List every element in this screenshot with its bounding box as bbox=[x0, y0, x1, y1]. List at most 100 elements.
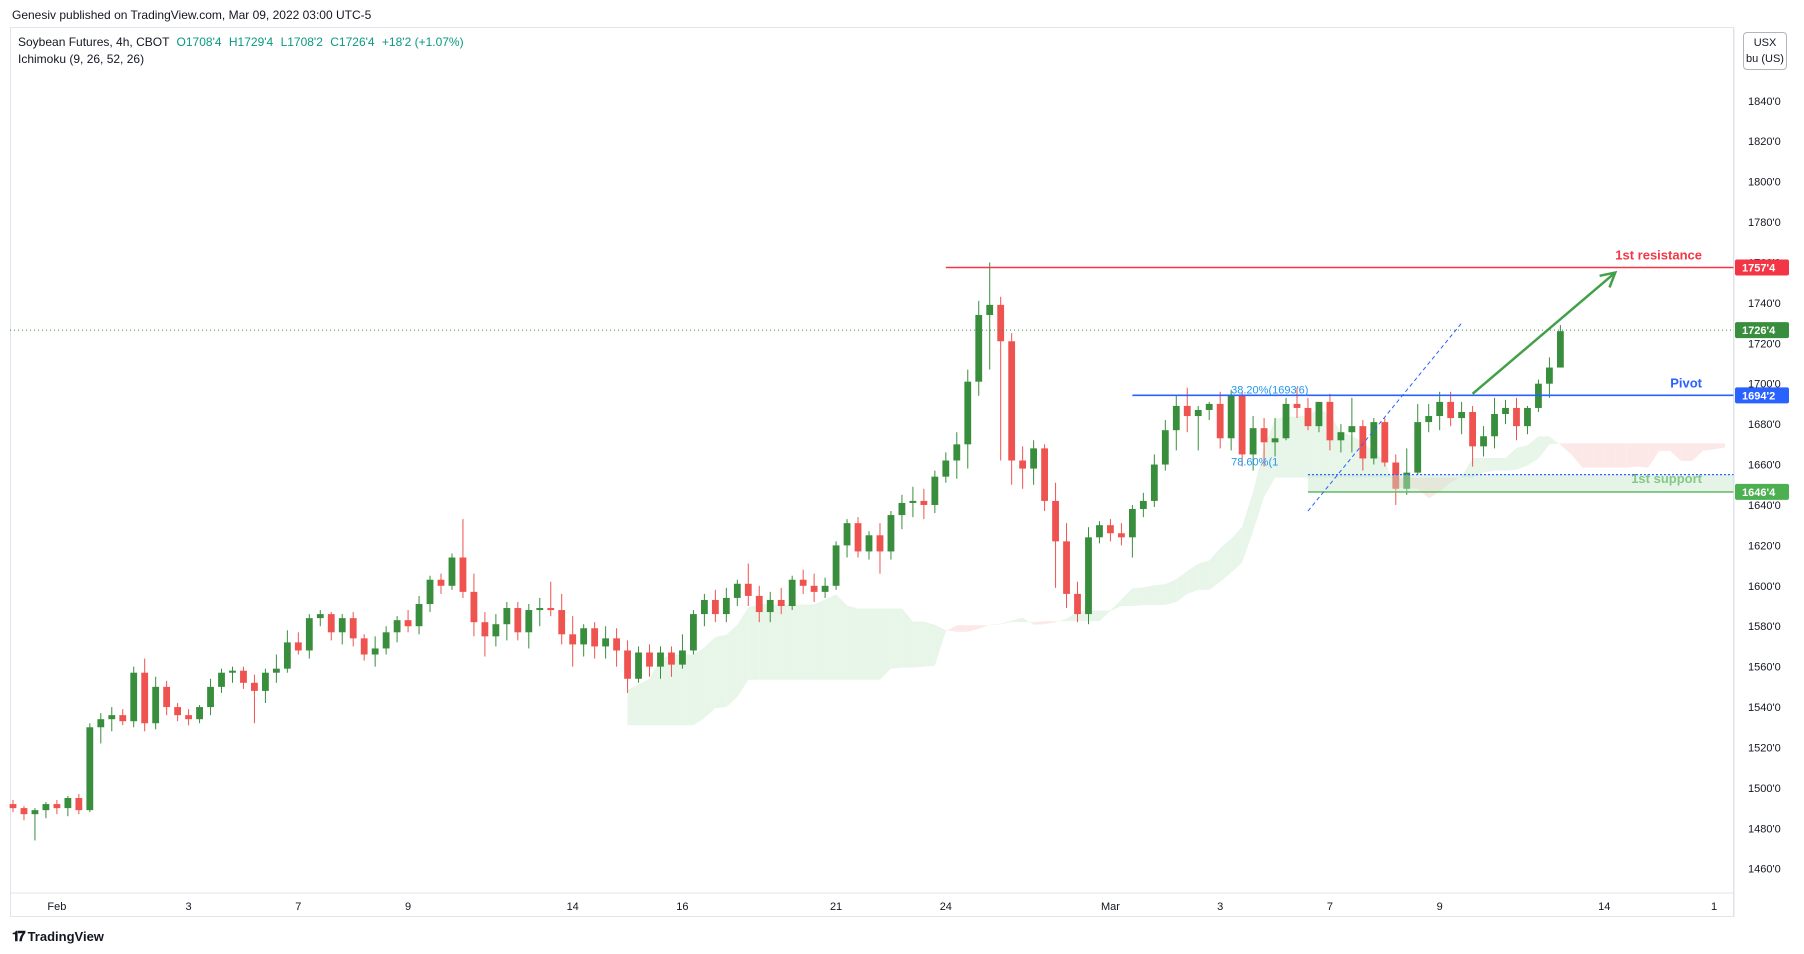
cloud-segment bbox=[869, 608, 880, 680]
candle-body bbox=[141, 672, 149, 724]
candle-body bbox=[646, 652, 653, 667]
cloud-segment bbox=[978, 624, 990, 629]
cloud-segment bbox=[814, 599, 826, 680]
candle-body bbox=[514, 608, 522, 633]
cloud-segment bbox=[989, 623, 1001, 626]
candle-body bbox=[1183, 405, 1191, 417]
candle-body bbox=[415, 603, 423, 627]
cloud-segment bbox=[682, 654, 694, 726]
cloud-segment bbox=[1703, 443, 1715, 451]
cloud-segment bbox=[1209, 548, 1221, 590]
candle-body bbox=[635, 652, 642, 679]
price-tag-1st-resistance-bg bbox=[1735, 259, 1789, 276]
candle-body bbox=[1414, 422, 1422, 473]
cloud-segment bbox=[1549, 436, 1561, 445]
cloud-segment bbox=[1615, 443, 1627, 468]
candle-body bbox=[624, 650, 631, 679]
cloud-segment bbox=[1714, 443, 1725, 450]
candle-body bbox=[1458, 411, 1466, 419]
candle-body bbox=[1052, 500, 1059, 542]
cloud-segment bbox=[1659, 443, 1671, 451]
candle-body bbox=[1063, 541, 1070, 594]
candle-body bbox=[108, 715, 116, 720]
candle-body bbox=[1074, 593, 1081, 615]
candle-body bbox=[229, 670, 236, 673]
candle-body bbox=[1392, 462, 1400, 489]
cloud-segment bbox=[671, 654, 683, 726]
candle-body bbox=[1425, 416, 1433, 423]
candle-body bbox=[810, 585, 818, 592]
candle-body bbox=[492, 624, 500, 637]
time-tick-label: 9 bbox=[1437, 901, 1443, 913]
candle-body bbox=[1107, 525, 1114, 534]
candle-body bbox=[196, 707, 203, 720]
price-tick-label: 1520'0 bbox=[1748, 742, 1781, 754]
candle-body bbox=[821, 585, 829, 592]
candle-body bbox=[679, 650, 686, 665]
candle-body bbox=[283, 642, 291, 669]
candle-body bbox=[459, 557, 467, 592]
cloud-segment bbox=[660, 654, 672, 726]
cloud-segment bbox=[770, 604, 782, 680]
publisher-line: Genesiv published on TradingView.com, Ma… bbox=[12, 8, 372, 22]
candle-body bbox=[185, 715, 192, 720]
time-tick-label: 7 bbox=[1327, 901, 1333, 913]
unit-selector[interactable]: USX bu (US) bbox=[1743, 32, 1787, 70]
cloud-segment bbox=[1648, 443, 1660, 468]
legend-symbol: Soybean Futures, 4h, CBOT bbox=[18, 35, 170, 49]
candle-body bbox=[448, 557, 456, 586]
price-tag-last-bg bbox=[1735, 322, 1789, 339]
cloud-segment bbox=[1483, 457, 1495, 473]
time-tick-label: 7 bbox=[295, 901, 301, 913]
cloud-segment bbox=[1417, 477, 1429, 499]
cloud-segment bbox=[901, 608, 913, 668]
cloud-segment bbox=[1538, 436, 1550, 459]
candle-body bbox=[240, 670, 247, 683]
projection-arrow bbox=[1471, 271, 1617, 395]
candle-body bbox=[843, 523, 851, 546]
cloud-segment bbox=[1571, 443, 1583, 468]
cloud-segment bbox=[726, 624, 738, 708]
cloud-segment bbox=[923, 621, 935, 667]
candle-body bbox=[437, 579, 445, 586]
candle-body bbox=[854, 523, 862, 552]
cloud-segment bbox=[1033, 621, 1045, 625]
price-tag-1st-support-bg bbox=[1735, 483, 1789, 500]
cloud-segment bbox=[1242, 491, 1254, 563]
time-tick-label: 9 bbox=[405, 901, 411, 913]
time-tick-label: Feb bbox=[47, 901, 66, 913]
cloud-segment bbox=[803, 604, 815, 680]
candle-body bbox=[1381, 422, 1389, 463]
time-tick-label: 3 bbox=[1217, 901, 1223, 913]
cloud-segment bbox=[1187, 563, 1199, 594]
candle-body bbox=[1030, 448, 1038, 469]
price-tick-label: 1560'0 bbox=[1748, 662, 1781, 674]
candle-body bbox=[481, 622, 489, 637]
unit-measure: bu (US) bbox=[1746, 53, 1784, 65]
candle-body bbox=[722, 597, 730, 615]
candle-body bbox=[1128, 509, 1136, 538]
cloud-segment bbox=[1527, 436, 1539, 466]
cloud-segment bbox=[1604, 443, 1616, 468]
candle-body bbox=[1524, 407, 1531, 427]
candle-body bbox=[602, 638, 610, 647]
cloud-segment bbox=[627, 684, 639, 726]
candle-body bbox=[1403, 472, 1411, 489]
cloud-segment bbox=[858, 608, 869, 680]
candle-body bbox=[1491, 414, 1498, 437]
cloud-segment bbox=[1198, 560, 1210, 590]
tradingview-logo[interactable]: 𝟏𝟕 TradingView bbox=[12, 928, 104, 945]
candle-body bbox=[1096, 525, 1103, 538]
cloud-segment bbox=[1692, 443, 1704, 462]
candle-body bbox=[163, 686, 171, 708]
candle-body bbox=[1194, 409, 1202, 417]
candle-body bbox=[1085, 537, 1092, 615]
cloud-segment bbox=[1472, 457, 1484, 478]
price-tick-label: 1540'0 bbox=[1748, 702, 1781, 714]
cloud-segment bbox=[1132, 587, 1144, 607]
candle-body bbox=[251, 682, 258, 691]
candle-body bbox=[207, 686, 214, 708]
candle-body bbox=[569, 634, 577, 645]
